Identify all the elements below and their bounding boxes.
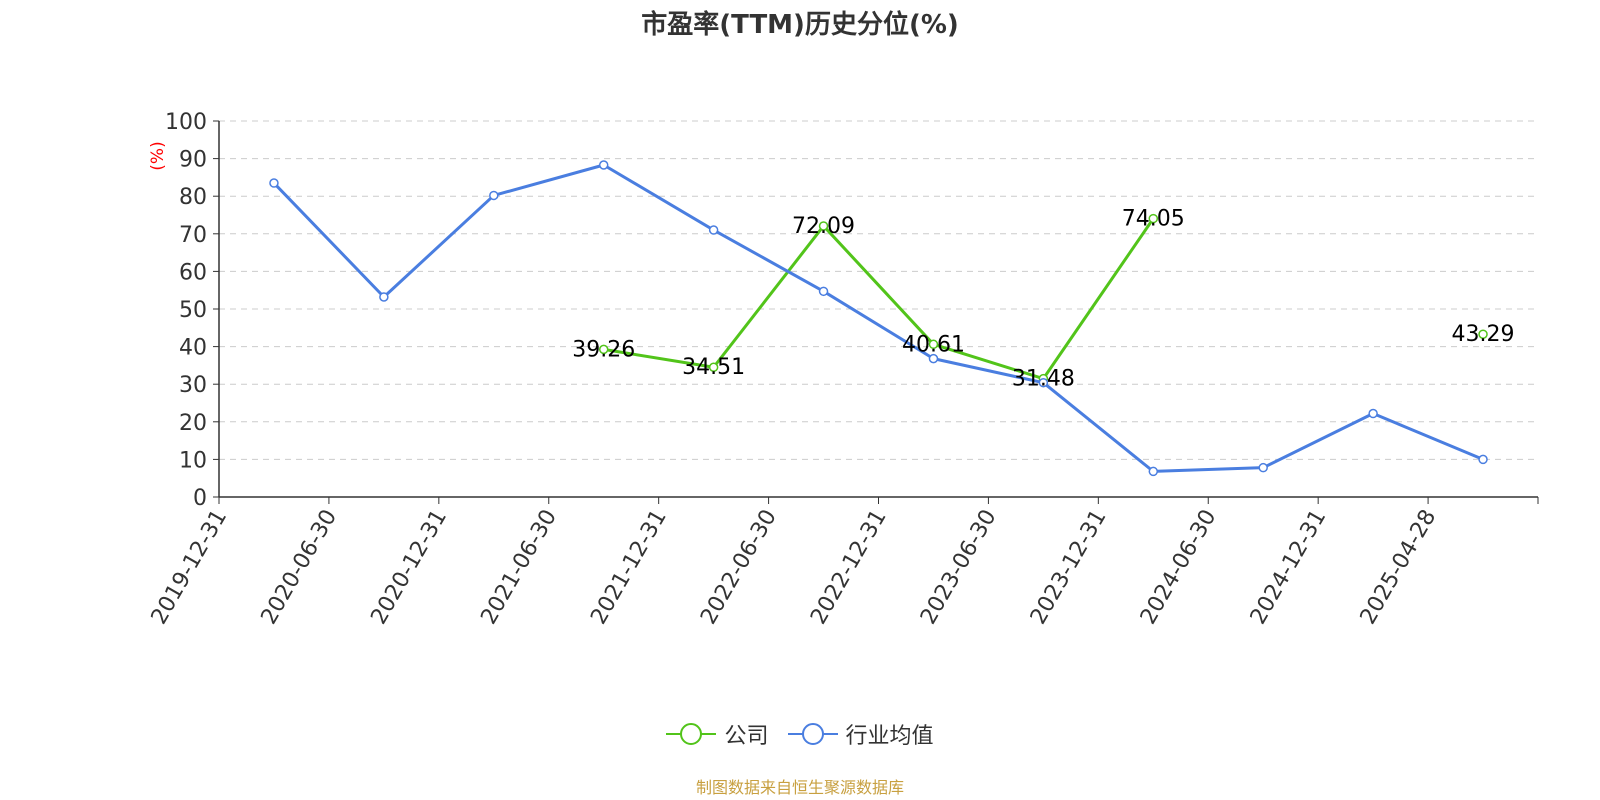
- y-tick-label-70: 70: [179, 223, 207, 248]
- x-tick-label-2021-12-31: 2021-12-31: [586, 506, 672, 629]
- data-label-7: 31.48: [1012, 367, 1075, 392]
- legend-item-company[interactable]: 公司: [666, 718, 769, 750]
- series-0-point-5: [818, 221, 829, 231]
- data-label-3: 39.26: [572, 337, 635, 362]
- y-tick-label-20: 20: [179, 411, 207, 436]
- x-tick-label-2019-12-31: 2019-12-31: [147, 506, 233, 629]
- x-tick-label-2023-06-30: 2023-06-30: [916, 506, 1002, 629]
- source-note: 制图数据来自恒生聚源数据库: [695, 778, 904, 797]
- x-tick-label-2024-12-31: 2024-12-31: [1246, 506, 1332, 629]
- x-tick-label-2022-06-30: 2022-06-30: [696, 506, 782, 629]
- series-lines: [269, 160, 1488, 477]
- x-tick-label-2021-06-30: 2021-06-30: [476, 506, 562, 629]
- series-1-point-8: [1148, 466, 1159, 477]
- grid-lines: [219, 120, 1538, 460]
- data-label-8: 74.05: [1122, 207, 1185, 232]
- x-tick-label-2020-06-30: 2020-06-30: [257, 506, 343, 629]
- series-1: [269, 160, 1488, 477]
- series-1-point-11: [1478, 454, 1488, 465]
- legend-company-icon: [666, 723, 717, 745]
- legend-label-industry: 行业均值: [845, 724, 934, 749]
- series-1-point-6: [928, 353, 939, 364]
- y-tick-label-90: 90: [179, 148, 207, 173]
- axes: 0 10 20 30 40 50 60 70 80 90 100 (%) 2019-12-31 2020-…: [147, 110, 1539, 629]
- y-tick-label-10: 10: [179, 448, 207, 473]
- series-0-point-3: [598, 344, 609, 355]
- series-1-line-0: [272, 163, 1484, 473]
- y-tick-label-50: 50: [179, 298, 207, 323]
- y-tick-label-80: 80: [179, 185, 207, 210]
- data-label-11: 43.29: [1452, 322, 1515, 347]
- series-0-line-0: [603, 217, 1155, 381]
- data-label-4: 34.51: [682, 355, 745, 380]
- series-1-point-9: [1258, 462, 1268, 473]
- series-0-point-8: [1148, 213, 1159, 224]
- x-tick-label-2020-12-31: 2020-12-31: [366, 506, 452, 629]
- x-tick-label-2025-04-28: 2025-04-28: [1356, 506, 1442, 629]
- series-1-point-1: [379, 292, 389, 302]
- y-tick-label-40: 40: [179, 336, 207, 361]
- y-tick-label-0: 0: [193, 486, 207, 511]
- series-1-point-0: [269, 178, 279, 188]
- x-tick-label-2022-12-31: 2022-12-31: [806, 506, 892, 629]
- data-label-5: 72.09: [792, 214, 855, 239]
- series-1-point-5: [818, 286, 829, 297]
- y-tick-label-60: 60: [179, 260, 207, 285]
- x-tick-label-2024-06-30: 2024-06-30: [1136, 506, 1222, 629]
- series-0-point-4: [708, 362, 719, 372]
- y-axis-label: (%): [148, 141, 168, 170]
- series-1-point-10: [1368, 408, 1378, 419]
- series-1-point-7: [1038, 377, 1049, 388]
- series-1-point-2: [489, 190, 499, 201]
- legend-item-industry[interactable]: 行业均值: [787, 718, 934, 750]
- data-labels: 39.26 34.51 72.09 40.61 31.48 74.05 43.29: [572, 207, 1514, 392]
- chart-title: 市盈率(TTM)历史分位(%): [641, 10, 959, 40]
- series-1-point-3: [598, 160, 609, 170]
- x-tick-label-2023-12-31: 2023-12-31: [1026, 506, 1112, 629]
- series-0-point-11: [1478, 329, 1488, 339]
- y-tick-label-30: 30: [179, 373, 207, 398]
- legend-label-company: 公司: [724, 724, 769, 749]
- data-label-6: 40.61: [902, 332, 965, 357]
- y-tick-label-100: 100: [165, 110, 207, 135]
- legend: 公司 行业均值: [0, 718, 1600, 752]
- legend-industry-icon: [787, 723, 838, 745]
- series-1-point-4: [708, 225, 719, 235]
- series-0-point-6: [928, 339, 939, 350]
